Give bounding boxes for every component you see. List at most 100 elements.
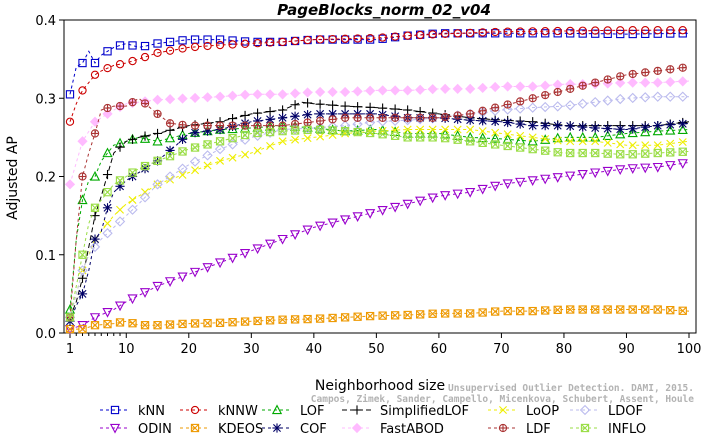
point-knnw bbox=[528, 27, 537, 36]
point-fastabod bbox=[402, 85, 413, 96]
point-cof bbox=[578, 122, 588, 132]
point-ldof bbox=[665, 91, 676, 102]
point-ldf bbox=[315, 116, 325, 126]
point-inflo bbox=[65, 313, 75, 322]
point-knnw bbox=[65, 117, 75, 126]
legend-item-lof: LOF bbox=[262, 404, 325, 419]
point-loop bbox=[216, 156, 225, 165]
series-line-inflo bbox=[69, 128, 690, 318]
point-odin bbox=[452, 189, 463, 200]
point-loop bbox=[303, 134, 312, 143]
point-kdeos bbox=[428, 309, 437, 318]
point-knnw bbox=[591, 26, 600, 35]
point-kdeos bbox=[666, 306, 675, 315]
point-kdeos bbox=[365, 311, 375, 321]
point-loop bbox=[403, 125, 412, 134]
point-lof bbox=[152, 135, 163, 146]
point-fastabod bbox=[502, 81, 513, 92]
point-inflo bbox=[315, 125, 325, 135]
point-knnw bbox=[128, 56, 137, 66]
point-fastabod bbox=[340, 86, 351, 98]
point-ldof bbox=[602, 95, 613, 106]
point-odin bbox=[214, 258, 226, 269]
point-loop bbox=[478, 127, 487, 136]
point-ldof bbox=[627, 92, 638, 104]
point-cof bbox=[315, 109, 325, 119]
point-knnw bbox=[253, 39, 262, 48]
point-inflo bbox=[478, 138, 487, 148]
point-kdeos bbox=[278, 315, 287, 324]
point-lof bbox=[652, 125, 663, 136]
x-tick-label-30: 30 bbox=[243, 342, 260, 357]
point-inflo bbox=[165, 152, 175, 161]
legend-item-cof: COF bbox=[262, 422, 327, 434]
point-knn bbox=[566, 29, 575, 38]
legend-label-cof: COF bbox=[300, 422, 327, 434]
point-kdeos bbox=[203, 318, 212, 328]
legend: kNN kNNW LOF SimplifiedLOF LoOP LDOF ODIN KDEOS… bbox=[100, 404, 646, 434]
point-knnw bbox=[315, 35, 325, 44]
point-cof bbox=[277, 113, 288, 123]
point-cof bbox=[590, 123, 600, 133]
point-odin bbox=[415, 196, 426, 207]
point-knnw bbox=[491, 27, 500, 37]
point-ldof bbox=[89, 241, 101, 253]
point-knnw bbox=[678, 26, 687, 35]
point-inflo bbox=[653, 148, 662, 158]
point-odin bbox=[527, 176, 538, 186]
point-loop bbox=[641, 141, 650, 150]
legend-label-inflo: INFLO bbox=[608, 422, 646, 434]
point-inflo bbox=[253, 128, 262, 138]
point-inflo bbox=[190, 143, 200, 152]
point-ldf bbox=[541, 90, 550, 100]
point-lof bbox=[477, 132, 488, 143]
legend-item-ldf: LDF bbox=[488, 422, 551, 434]
point-knn bbox=[666, 29, 675, 38]
point-odin bbox=[552, 173, 563, 183]
point-ldf bbox=[666, 65, 675, 74]
point-odin bbox=[127, 294, 138, 305]
point-fastabod bbox=[527, 81, 538, 92]
point-cof bbox=[302, 110, 313, 120]
point-knnw bbox=[378, 33, 387, 42]
point-loop bbox=[503, 130, 512, 139]
point-knnw bbox=[278, 37, 287, 47]
point-knnw bbox=[78, 86, 87, 95]
point-lof bbox=[102, 147, 113, 158]
point-ldof bbox=[264, 127, 276, 138]
point-inflo bbox=[340, 126, 350, 136]
point-kdeos bbox=[115, 318, 125, 327]
point-fastabod bbox=[540, 80, 551, 91]
point-odin bbox=[502, 179, 513, 190]
point-loop bbox=[603, 138, 612, 147]
x-tick-label-70: 70 bbox=[493, 342, 510, 357]
point-kdeos bbox=[165, 320, 175, 329]
point-inflo bbox=[203, 140, 212, 149]
point-ldf bbox=[578, 81, 587, 90]
point-cof bbox=[528, 121, 538, 131]
point-ldof bbox=[652, 91, 663, 102]
point-fastabod bbox=[202, 92, 213, 103]
point-ldf bbox=[528, 94, 537, 103]
point-ldf bbox=[178, 120, 187, 130]
point-kdeos bbox=[653, 305, 662, 314]
point-fastabod bbox=[615, 77, 626, 89]
point-simplifiedlof bbox=[290, 100, 300, 110]
point-knnw bbox=[478, 28, 487, 37]
point-loop bbox=[291, 135, 300, 144]
point-odin bbox=[164, 277, 176, 287]
point-inflo bbox=[453, 135, 462, 144]
point-knnw bbox=[503, 27, 512, 36]
series-line-knnw bbox=[69, 29, 689, 122]
point-odin bbox=[177, 272, 188, 283]
point-odin bbox=[139, 288, 151, 298]
point-ldf bbox=[103, 103, 112, 113]
point-fastabod bbox=[214, 91, 226, 102]
point-inflo bbox=[128, 168, 137, 177]
point-loop bbox=[491, 128, 500, 137]
point-knn bbox=[103, 47, 112, 56]
y-tick-label-3: 0.3 bbox=[35, 92, 56, 107]
point-kdeos bbox=[353, 312, 362, 321]
point-ldf bbox=[603, 75, 612, 84]
